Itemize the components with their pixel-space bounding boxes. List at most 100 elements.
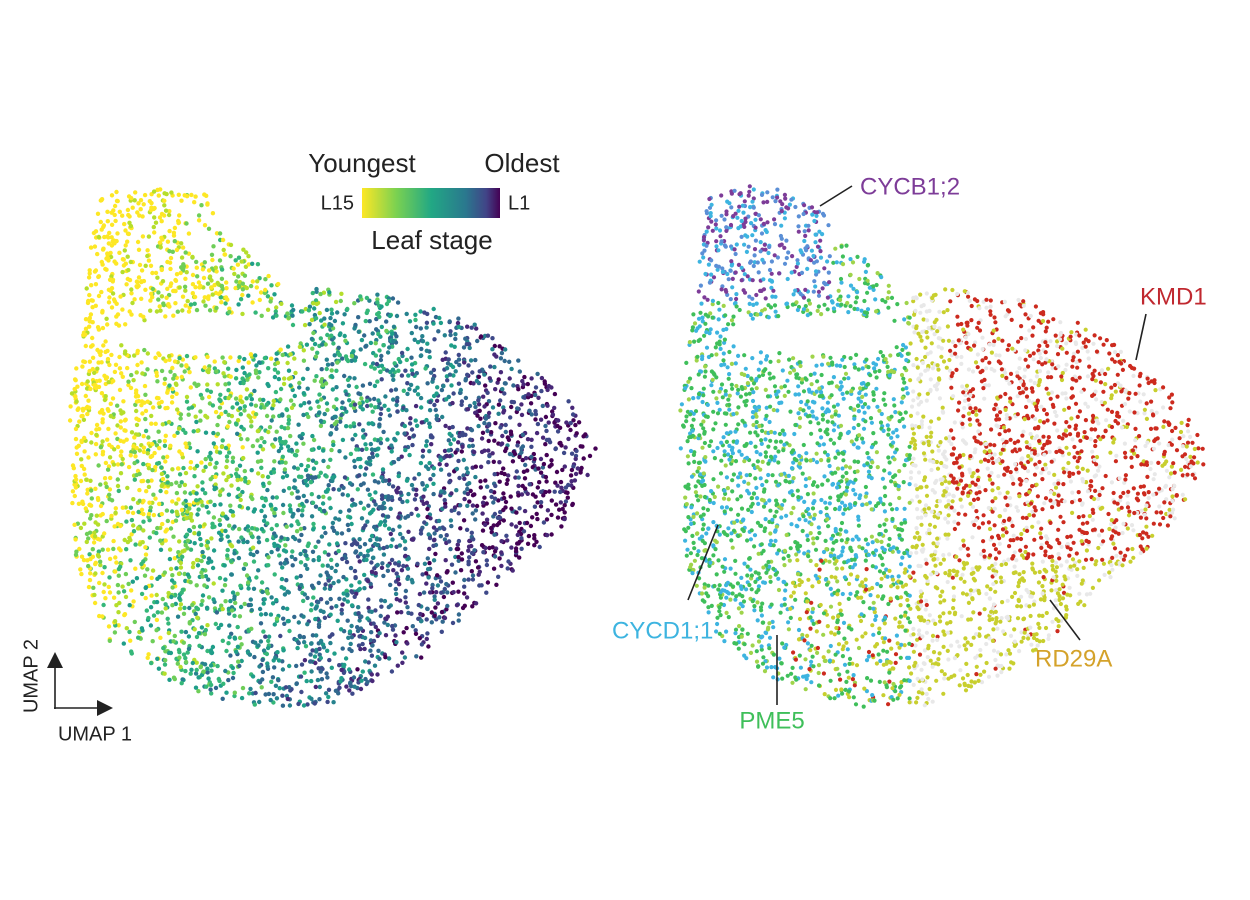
cell-dot [427,460,432,466]
cell-dot [441,383,446,389]
cell-dot [177,539,182,544]
cell-dot [424,571,429,576]
cell-dot [403,546,408,551]
cell-dot [179,255,185,260]
cell-dot [703,321,708,326]
cell-dot [250,526,255,531]
cell-dot [157,574,162,580]
cell-dot [218,502,223,507]
cell-dot [208,477,213,482]
cell-dot [451,590,456,595]
cell-dot [102,397,108,403]
cell-dot [133,190,138,195]
cell-dot [375,300,380,305]
cell-dot [874,450,880,455]
cell-dot [1161,424,1166,429]
cell-dot [191,524,197,530]
cell-dot [89,430,94,436]
cell-dot [187,445,193,450]
cell-dot [443,350,448,355]
cell-dot [376,480,381,485]
cell-dot [325,648,330,653]
cell-dot [192,294,198,300]
cell-dot [1156,460,1161,465]
cell-dot [236,255,242,260]
cell-dot [179,198,184,203]
cell-dot [453,450,458,455]
cell-dot [1096,468,1101,473]
cell-dot [156,297,161,302]
cell-dot [285,444,291,449]
cell-dot [390,367,396,372]
cell-dot [258,444,263,449]
cell-dot [194,491,199,496]
cell-dot [419,642,425,647]
cell-dot [378,520,384,525]
cell-dot [746,244,751,249]
cell-dot [569,479,574,484]
cell-dot [79,457,84,462]
cell-dot [479,436,485,441]
cell-dot [1069,416,1074,421]
cell-dot [129,195,134,201]
cell-dot [188,465,193,471]
cell-dot [336,487,342,492]
cell-dot [209,536,214,541]
cell-dot [107,575,112,580]
cell-dot [260,669,266,675]
cell-dot [253,370,259,376]
cell-dot [390,627,396,632]
cell-dot [135,210,140,215]
cell-dot [223,301,228,306]
cell-dot [100,262,105,267]
cell-dot [144,489,149,494]
cell-dot [263,498,268,503]
cell-dot [365,487,371,492]
cell-dot [811,516,817,521]
cell-dot [736,606,742,611]
cell-dot [893,616,898,621]
cell-dot [188,302,194,307]
cell-dot [357,580,362,585]
cell-dot [516,358,521,363]
cell-dot [526,392,531,397]
cell-dot [243,264,249,269]
cell-dot [474,326,479,331]
cell-dot [173,381,179,386]
cell-dot [214,610,220,615]
cell-dot [370,361,376,366]
cell-dot [177,650,182,655]
cell-dot [395,431,400,436]
cell-dot [206,226,212,231]
cell-dot [198,283,203,289]
cell-dot [317,646,322,652]
cell-dot [335,310,340,315]
cell-dot [506,437,512,442]
cell-dot [447,480,452,485]
cell-dot [242,601,247,607]
cell-dot [448,546,453,552]
cell-dot [349,623,354,629]
cell-dot [271,414,276,419]
cell-dot [422,487,427,492]
cell-dot [335,531,340,536]
cell-dot [862,298,867,304]
cell-dot [370,472,376,477]
cell-dot [691,452,697,457]
cell-dot [81,417,87,422]
cell-dot [223,382,228,387]
cell-dot [384,368,390,373]
cell-dot [356,643,362,648]
cell-dot [318,573,323,578]
cell-dot [1111,490,1116,496]
cell-dot [236,274,241,279]
cell-dot [969,642,974,648]
cell-dot [246,254,251,259]
cell-dot [1172,470,1177,475]
cell-dot [168,283,173,289]
cell-dot [763,437,768,442]
cell-dot [174,247,180,253]
cell-dot [279,445,284,451]
cell-dot [415,385,420,390]
cell-dot [145,399,150,404]
